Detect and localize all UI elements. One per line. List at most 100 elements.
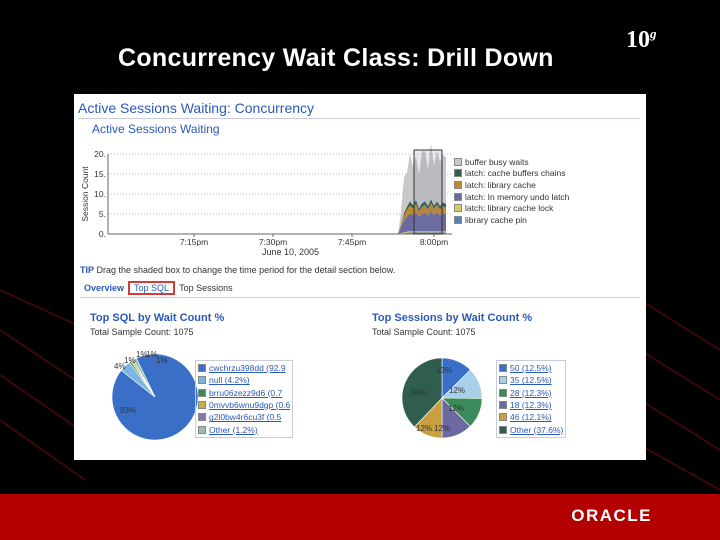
pie-label: 1% xyxy=(124,356,136,365)
pie-slice[interactable] xyxy=(133,357,156,398)
y-tick-label: 0. xyxy=(99,229,106,239)
pie-label: 38% xyxy=(410,388,427,397)
pie-legend-item[interactable]: g2l0bw4r6cu3f (0.5 xyxy=(198,411,290,423)
top-sessions-title: Top Sessions by Wait Count % xyxy=(372,312,533,324)
pie-legend-item[interactable]: 50 (12.5%) xyxy=(499,362,563,374)
pie-legend-label[interactable]: g2l0bw4r6cu3f (0.5 xyxy=(209,412,282,423)
legend-item: buffer busy waits xyxy=(454,156,569,168)
legend-label: latch: In memory undo latch xyxy=(465,191,570,202)
pie-legend-item[interactable]: null (4.2%) xyxy=(198,374,290,386)
top-sessions-legend: 50 (12.5%) 35 (12.5%) 28 (12.3%) 18 (12.3%)… xyxy=(496,360,567,438)
pie-label: 13% xyxy=(436,366,453,375)
area-series xyxy=(398,143,446,234)
pie-legend-item[interactable]: 0mvvb6wnu9dgp (0.6 xyxy=(198,399,290,411)
pie-legend-label[interactable]: 50 (12.5%) xyxy=(510,363,552,374)
legend-swatch xyxy=(454,169,462,178)
pie-slice[interactable] xyxy=(401,357,443,428)
pie-legend-label[interactable]: 28 (12.3%) xyxy=(510,387,552,398)
pie-label: 1% xyxy=(146,350,158,359)
pie-label: 1% xyxy=(136,350,148,359)
tip-label: TIP xyxy=(80,265,95,275)
legend-swatch xyxy=(454,180,462,189)
pie-legend-item[interactable]: Other (37.6%) xyxy=(499,423,563,435)
x-axis-date-label: June 10, 2005 xyxy=(262,247,320,257)
legend-swatch xyxy=(454,204,462,213)
area-chart-legend: buffer busy waits latch: cache buffers ch… xyxy=(454,156,569,226)
area-series xyxy=(398,199,446,234)
pie-legend-item[interactable]: 18 (12.3%) xyxy=(499,399,563,411)
y-tick-label: 15. xyxy=(94,169,106,179)
pie-legend-item[interactable]: 35 (12.5%) xyxy=(499,374,563,386)
title-divider xyxy=(78,118,640,119)
legend-swatch xyxy=(198,401,206,410)
y-axis-title: Session Count xyxy=(80,166,90,222)
pie-legend-label[interactable]: cwchrzu398dd (92.9 xyxy=(209,363,286,374)
pie-label: 12% xyxy=(416,424,433,433)
x-tick-label: 8:00pm xyxy=(420,237,448,246)
top-sql-legend: cwchrzu398dd (92.9 null (4.2%) brru06zezz9… xyxy=(195,360,294,438)
legend-swatch xyxy=(499,425,507,434)
pie-label: 4% xyxy=(114,362,126,371)
legend-item: latch: library cache xyxy=(454,179,569,191)
area-series xyxy=(398,211,446,234)
pie-legend-label[interactable]: Other (37.6%) xyxy=(510,424,564,435)
pie-legend-item[interactable]: 28 (12.3%) xyxy=(499,387,563,399)
legend-label: latch: library cache lock xyxy=(465,203,554,214)
legend-item: latch: In memory undo latch xyxy=(454,191,569,203)
legend-swatch xyxy=(454,215,462,224)
time-selection-box[interactable] xyxy=(413,149,443,235)
top-sql-sample-count: Total Sample Count: 1075 xyxy=(90,327,194,337)
top-sessions-sample-count: Total Sample Count: 1075 xyxy=(372,327,476,337)
pie-legend-item[interactable]: brru06zezz9d6 (0.7 xyxy=(198,387,290,399)
pie-legend-item[interactable]: 46 (12.1%) xyxy=(499,411,563,423)
pie-legend-label[interactable]: null (4.2%) xyxy=(209,375,250,386)
pie-legend-label[interactable]: Other (1.2%) xyxy=(209,424,258,435)
tab-overview[interactable]: Overview xyxy=(84,283,125,293)
legend-label: latch: library cache xyxy=(465,179,536,190)
footer-band xyxy=(0,494,720,540)
legend-swatch xyxy=(454,192,462,201)
chart-title: Active Sessions Waiting xyxy=(92,122,220,136)
pie-legend-label[interactable]: 18 (12.3%) xyxy=(510,400,552,411)
top-sql-pie-chart[interactable] xyxy=(110,352,200,442)
detail-tabs: Overview Top SQL Top Sessions xyxy=(80,281,237,295)
top-sessions-pie-chart[interactable] xyxy=(400,356,484,440)
pie-legend-item[interactable]: Other (1.2%) xyxy=(198,423,290,435)
pie-legend-label[interactable]: brru06zezz9d6 (0.7 xyxy=(209,387,283,398)
legend-swatch xyxy=(198,364,206,373)
legend-swatch xyxy=(499,364,507,373)
pie-label: 93% xyxy=(120,406,137,415)
legend-swatch xyxy=(499,388,507,397)
legend-item: latch: library cache lock xyxy=(454,202,569,214)
pie-label: 12% xyxy=(448,404,465,413)
x-tick-label: 7:15pm xyxy=(180,237,208,246)
oracle-10g-logo: 10g xyxy=(626,26,657,53)
pie-label: 12% xyxy=(449,386,466,395)
x-tick-label: 7:45pm xyxy=(338,237,366,246)
pie-legend-label[interactable]: 35 (12.5%) xyxy=(510,375,552,386)
y-tick-label: 5. xyxy=(99,209,106,219)
legend-label: buffer busy waits xyxy=(465,156,529,167)
area-series xyxy=(398,231,446,234)
tab-top-sessions[interactable]: Top Sessions xyxy=(179,283,233,293)
pie-legend-label[interactable]: 0mvvb6wnu9dgp (0.6 xyxy=(209,400,291,411)
tip-text: TIP Drag the shaded box to change the ti… xyxy=(80,265,396,275)
top-sql-title: Top SQL by Wait Count % xyxy=(90,312,225,324)
legend-label: latch: cache buffers chains xyxy=(465,168,566,179)
active-sessions-area-chart[interactable]: Session Count 20. 15. 10. 5. 0. 7:15pm 7:30pm 7:… xyxy=(74,142,454,246)
legend-swatch xyxy=(499,413,507,422)
tab-top-sql[interactable]: Top SQL xyxy=(128,281,176,295)
tab-divider xyxy=(80,297,640,298)
legend-swatch xyxy=(499,401,507,410)
legend-swatch xyxy=(198,425,206,434)
legend-swatch xyxy=(198,413,206,422)
slide-title: Concurrency Wait Class: Drill Down xyxy=(118,44,554,72)
page-title: Active Sessions Waiting: Concurrency xyxy=(78,100,315,116)
pie-label: 12% xyxy=(434,424,451,433)
pie-legend-label[interactable]: 46 (12.1%) xyxy=(510,412,552,423)
pie-legend-item[interactable]: cwchrzu398dd (92.9 xyxy=(198,362,290,374)
legend-item: latch: cache buffers chains xyxy=(454,168,569,180)
legend-swatch xyxy=(499,376,507,385)
x-tick-label: 7:30pm xyxy=(259,237,287,246)
legend-label: library cache pin xyxy=(465,214,527,225)
